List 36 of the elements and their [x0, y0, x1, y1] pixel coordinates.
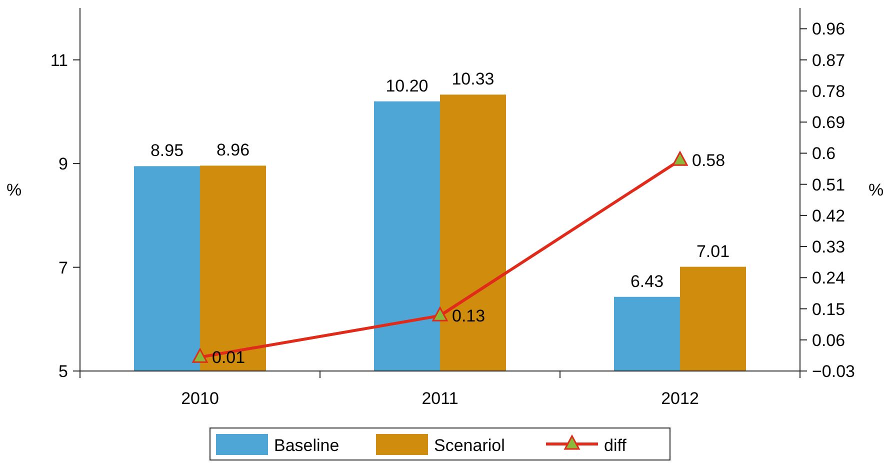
y2-tick-label: 0.06 — [812, 330, 846, 350]
point — [672, 151, 688, 166]
y2-tick-label: 0.78 — [812, 82, 846, 101]
legend-label: Scenariol — [434, 436, 505, 455]
y2-tick-label: −0.03 — [812, 362, 856, 381]
y2-axis-title: % — [868, 180, 884, 200]
y2-tick-label: 0.33 — [812, 238, 846, 257]
y2-tick-label: 0.6 — [812, 144, 836, 164]
y-tick-label: 7 — [58, 258, 68, 278]
y-tick-label: 11 — [50, 50, 68, 70]
y-tick-label: 5 — [58, 362, 68, 381]
x-tick-label: 2010 — [181, 389, 219, 408]
y2-tick-label: 0.15 — [812, 300, 846, 319]
y2-tick-label: 0.87 — [812, 50, 846, 70]
y2-tick-label: 0.51 — [812, 175, 846, 194]
legend-label: Baseline — [274, 436, 340, 455]
y2-tick-label: 0.24 — [812, 268, 846, 288]
x-tick-label: 2011 — [422, 389, 458, 408]
y2-tick-label: 0.69 — [812, 113, 846, 132]
x-tick-label: 2012 — [661, 389, 699, 408]
data-label: 0.01 — [212, 348, 246, 368]
y-axis-title: % — [6, 180, 22, 200]
y2-tick-label: 0.96 — [812, 20, 846, 39]
data-label: 6.43 — [630, 272, 664, 291]
y2-tick-label: 0.42 — [812, 206, 846, 226]
data-label: 10.33 — [452, 70, 494, 89]
y-tick-label: 9 — [58, 154, 68, 174]
data-label: 8.96 — [216, 140, 250, 160]
legend-label: diff — [604, 436, 627, 455]
data-label: 0.13 — [452, 306, 486, 326]
point — [192, 348, 208, 363]
data-label: 10.20 — [386, 76, 428, 96]
data-label: 8.95 — [150, 141, 184, 160]
point — [432, 306, 448, 322]
data-label: 7.01 — [696, 242, 730, 261]
data-label: 0.58 — [692, 151, 726, 170]
